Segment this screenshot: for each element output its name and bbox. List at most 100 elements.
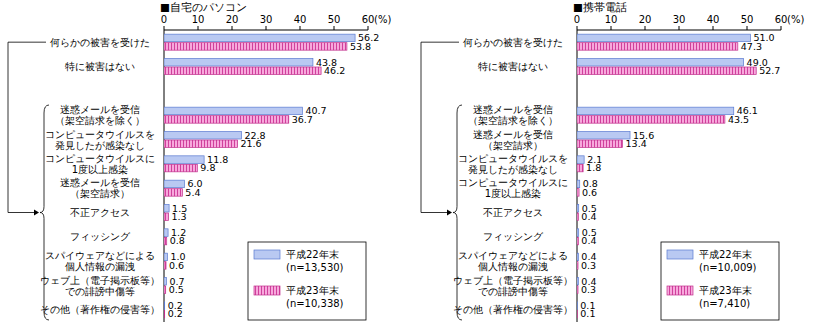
data-label: 0.6 — [582, 187, 597, 198]
tick-label: 0 — [574, 14, 580, 25]
brace — [40, 105, 49, 320]
tick-label: 20 — [226, 14, 239, 25]
data-label: 47.3 — [741, 41, 762, 52]
legend: 平成22年末(n=10,009)平成23年末(n=7,410) — [661, 242, 779, 320]
tick — [368, 26, 369, 30]
title: ■携帯電話 — [573, 1, 627, 13]
bar — [164, 286, 166, 294]
category-label: 何らかの被害を受けた — [50, 37, 150, 48]
bar — [164, 43, 347, 51]
bar — [164, 107, 302, 115]
bar — [164, 156, 204, 164]
figure: ■自宅のパソコン0102030405060(%)何らかの被害を受けた56.253… — [0, 0, 826, 325]
tick — [232, 26, 233, 30]
category-label: その他（著作権の侵害等） — [453, 304, 573, 315]
bracket-line — [8, 42, 46, 212]
arrow — [34, 210, 39, 216]
category-label: 何らかの被害を受けた — [463, 37, 563, 48]
bar — [577, 59, 744, 67]
panel: ■自宅のパソコン0102030405060(%)何らかの被害を受けた56.253… — [8, 1, 391, 322]
bar — [577, 286, 578, 294]
tick — [645, 26, 646, 30]
brace — [453, 105, 462, 320]
legend: 平成22年末(n=13,530) 平成23年末(n=10,338) — [248, 242, 366, 320]
tick-label: 60 — [775, 14, 788, 25]
bar — [164, 302, 165, 310]
legend-label: 平成22年末(n=13,530) — [286, 249, 344, 273]
tick-label: 50 — [741, 14, 754, 25]
data-label: 5.4 — [185, 187, 200, 198]
axis-label: (%) — [374, 14, 391, 25]
bar — [577, 67, 756, 75]
legend-swatch — [667, 250, 693, 259]
bar — [164, 310, 165, 318]
tick-label: 20 — [639, 14, 652, 25]
tick-label: 10 — [192, 14, 205, 25]
bar — [577, 189, 579, 197]
bracket-line — [421, 42, 459, 212]
bar — [577, 43, 738, 51]
bar — [577, 164, 583, 172]
bar — [164, 229, 168, 237]
axis-label: (%) — [787, 14, 804, 25]
bar — [577, 140, 623, 148]
bar — [577, 229, 579, 237]
data-label: 36.7 — [292, 114, 313, 125]
axis-line — [164, 30, 368, 31]
category-label: 迷惑メールを受信（架空請求） — [473, 129, 553, 151]
panel: ■携帯電話0102030405060(%)何らかの被害を受けた51.047.3特… — [421, 1, 804, 322]
bar — [164, 278, 166, 286]
tick — [300, 26, 301, 30]
data-label: 1.3 — [171, 211, 186, 222]
legend-label: 平成23年末(n=10,338) — [286, 285, 344, 309]
tick-label: 40 — [294, 14, 307, 25]
data-label: 46.2 — [324, 65, 345, 76]
bar — [577, 116, 725, 124]
data-label: 21.6 — [240, 138, 261, 149]
category-label: 特に被害はない — [478, 61, 548, 72]
category-label: ウェブ上（電子掲示板等）での誹謗中傷等 — [453, 275, 573, 297]
tick-label: 50 — [328, 14, 341, 25]
legend-box — [661, 242, 779, 320]
bar — [164, 34, 355, 42]
tick-label: 0 — [161, 14, 167, 25]
data-label: 0.4 — [581, 211, 596, 222]
data-label: 52.7 — [759, 65, 780, 76]
data-label: 0.2 — [168, 308, 183, 319]
tick — [747, 26, 748, 30]
category-label: コンピュータウイルスに1度以上感染 — [45, 153, 155, 175]
legend-swatch — [667, 286, 693, 295]
tick-label: 60 — [362, 14, 375, 25]
bar — [164, 164, 197, 172]
legend-box — [248, 242, 366, 320]
category-label: 迷惑メールを受信（架空請求） — [60, 177, 140, 199]
bar — [577, 205, 579, 213]
labels: 何らかの被害を受けた56.253.8特に被害はない43.846.2迷惑メールを受… — [40, 32, 379, 319]
tick — [577, 26, 578, 30]
bar — [164, 132, 242, 140]
tick — [198, 26, 199, 30]
axis-line — [577, 30, 781, 31]
labels: 何らかの被害を受けた51.047.3特に被害はない49.052.7迷惑メールを受… — [453, 32, 780, 319]
data-label: 0.5 — [169, 284, 184, 295]
bar — [577, 310, 578, 318]
category-label: フィッシング — [70, 231, 131, 242]
bar — [577, 262, 578, 270]
category-label: フィッシング — [483, 231, 544, 242]
category-label: 特に被害はない — [65, 61, 135, 72]
data-label: 0.3 — [581, 284, 596, 295]
bar — [164, 262, 166, 270]
category-label: 迷惑メールを受信（架空請求を除く） — [468, 104, 558, 126]
tick — [334, 26, 335, 30]
category-label: 迷惑メールを受信（架空請求を除く） — [55, 104, 145, 126]
category-label: コンピュータウイルスを発見したが感染なし — [45, 129, 155, 151]
category-label: その他（著作権の侵害等） — [40, 304, 160, 315]
category-label: コンピュータウイルスに1度以上感染 — [458, 177, 568, 199]
category-label: コンピュータウイルスを発見したが感染なし — [458, 153, 568, 175]
data-label: 0.6 — [169, 260, 184, 271]
data-label: 0.3 — [581, 260, 596, 271]
legend-label: 平成23年末(n=7,410) — [699, 285, 752, 309]
bar — [164, 140, 237, 148]
arrow — [447, 210, 452, 216]
bar — [577, 253, 578, 261]
